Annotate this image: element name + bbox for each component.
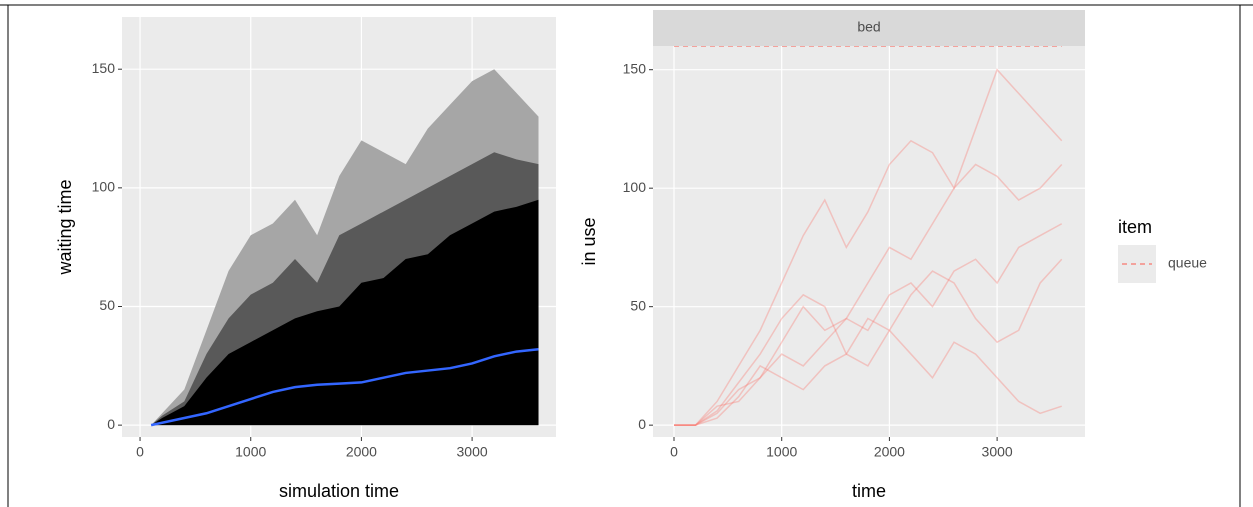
x-tick-label: 1000	[235, 444, 266, 460]
y-axis-title: waiting time	[55, 179, 75, 275]
x-tick-label: 0	[136, 444, 144, 460]
facet-strip	[653, 10, 1085, 46]
y-tick-label: 150	[92, 60, 116, 76]
facet-label: bed	[857, 19, 880, 35]
y-tick-label: 100	[623, 179, 647, 195]
run-line	[674, 163, 1063, 426]
x-axis-title: time	[852, 481, 886, 501]
y-tick-label: 150	[623, 60, 647, 76]
y-tick-label: 0	[638, 416, 646, 432]
legend-title: item	[1118, 217, 1152, 237]
legend-label: queue	[1168, 255, 1207, 271]
y-tick-label: 50	[630, 297, 646, 313]
line	[150, 347, 539, 427]
x-tick-label: 3000	[982, 444, 1013, 460]
run-line	[674, 68, 1063, 426]
x-tick-label: 2000	[346, 444, 377, 460]
y-tick-label: 100	[92, 179, 116, 195]
run-line	[674, 258, 1063, 426]
panel-background	[653, 46, 1085, 437]
x-tick-label: 2000	[874, 444, 905, 460]
run-line	[674, 317, 1062, 426]
run-line	[674, 223, 1063, 426]
x-tick-label: 1000	[766, 444, 797, 460]
x-tick-label: 0	[670, 444, 678, 460]
y-tick-label: 0	[107, 416, 115, 432]
y-tick-label: 50	[99, 297, 115, 313]
x-tick-label: 3000	[457, 444, 488, 460]
y-axis-title: in use	[579, 217, 599, 265]
x-axis-title: simulation time	[279, 481, 399, 501]
